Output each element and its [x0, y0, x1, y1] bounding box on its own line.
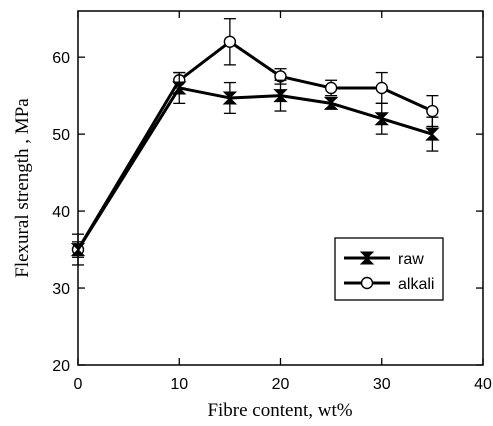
series-line-raw [76, 86, 433, 251]
y-tick-label: 50 [52, 127, 70, 144]
point-raw [222, 91, 238, 105]
point-raw [172, 81, 187, 95]
axis-ticks: 0 10 20 30 40 20 30 40 50 60 [52, 11, 492, 393]
series-layer [70, 18, 440, 266]
y-tick-label: 30 [52, 281, 70, 298]
x-tick-label: 40 [474, 376, 492, 393]
point-alkali [375, 81, 388, 95]
point-alkali [426, 104, 439, 118]
y-tick-label: 20 [52, 358, 70, 375]
x-axis-title: Fibre content, wt% [207, 400, 352, 421]
point-raw [374, 112, 389, 126]
point-raw [70, 243, 86, 257]
x-tick-label: 10 [170, 376, 188, 393]
plot-frame [77, 10, 484, 366]
legend-box [334, 237, 444, 301]
x-tick-label: 30 [373, 376, 391, 393]
point-alkali [223, 35, 237, 48]
y-tick-label: 60 [52, 50, 70, 67]
legend-label-raw: raw [398, 251, 424, 268]
legend-label-alkali: alkali [398, 276, 434, 293]
y-axis-title: Flexural strength , MPa [12, 98, 33, 278]
point-alkali [324, 81, 338, 95]
y-tick-label: 40 [52, 204, 70, 221]
point-raw [323, 96, 339, 110]
point-raw [425, 127, 440, 141]
point-raw [273, 89, 288, 103]
series-alkali [71, 18, 439, 258]
x-tick-label: 0 [74, 376, 83, 393]
series-raw [70, 71, 440, 266]
x-tick-label: 20 [272, 376, 290, 393]
legend: raw alkali [334, 237, 444, 301]
legend-marker-raw [359, 251, 375, 265]
legend-marker-alkali [360, 276, 374, 290]
